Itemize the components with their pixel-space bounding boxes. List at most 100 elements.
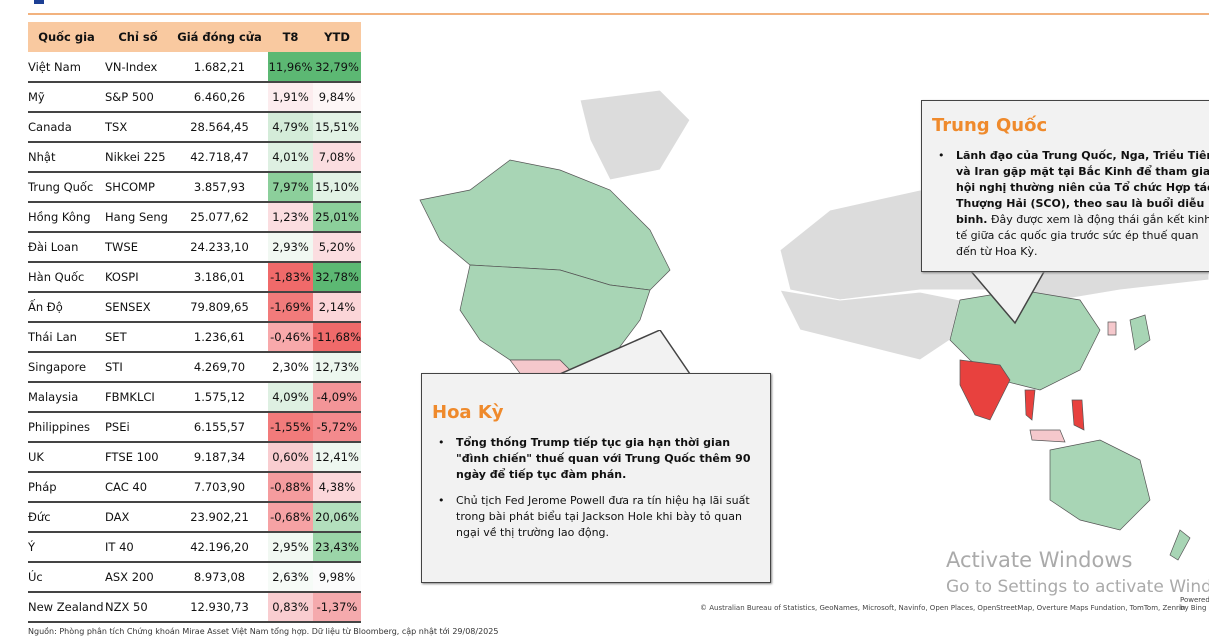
- table-row: Singapore STI 4.269,70 2,30% 12,73%: [28, 352, 361, 383]
- col-index: Chỉ số: [105, 22, 171, 52]
- t8-cell: 4,01%: [268, 142, 313, 173]
- table-row: Malaysia FBMKLCI 1.575,12 4,09% -4,09%: [28, 382, 361, 413]
- table-row: Mỹ S&P 500 6.460,26 1,91% 9,84%: [28, 82, 361, 113]
- map-greenland: [579, 89, 691, 181]
- china-callout-title: Trung Quốc: [932, 115, 1048, 136]
- close-cell: 6.155,57: [171, 412, 268, 443]
- close-cell: 6.460,26: [171, 82, 268, 113]
- ytd-cell: 5,20%: [313, 232, 361, 263]
- map-credit: © Australian Bureau of Statistics, GeoNa…: [700, 604, 1186, 612]
- ytd-cell: 2,14%: [313, 292, 361, 323]
- table-row: Việt Nam VN-Index 1.682,21 11,96% 32,79%: [28, 52, 361, 83]
- country-cell: Philippines: [28, 412, 105, 443]
- t8-cell: 1,23%: [268, 202, 313, 233]
- t8-cell: 4,79%: [268, 112, 313, 143]
- close-cell: 1.575,12: [171, 382, 268, 413]
- table-row: Hồng Kông Hang Seng 25.077,62 1,23% 25,01%: [28, 202, 361, 233]
- powered-by: Powered by Bing: [1180, 596, 1209, 612]
- t8-cell: -1,69%: [268, 292, 313, 323]
- ytd-cell: 9,98%: [313, 562, 361, 593]
- close-cell: 12.930,73: [171, 592, 268, 623]
- table-row: Philippines PSEi 6.155,57 -1,55% -5,72%: [28, 412, 361, 443]
- table-row: UK FTSE 100 9.187,34 0,60% 12,41%: [28, 442, 361, 473]
- country-cell: Malaysia: [28, 382, 105, 413]
- country-cell: Ấn Độ: [28, 292, 105, 323]
- ytd-cell: -11,68%: [313, 322, 361, 353]
- table-row: Ấn Độ SENSEX 79.809,65 -1,69% 2,14%: [28, 292, 361, 323]
- us-bullet-1: Tổng thống Trump tiếp tục gia hạn thời g…: [432, 435, 760, 483]
- t8-cell: 2,93%: [268, 232, 313, 263]
- header-divider: [28, 13, 1209, 15]
- country-cell: Canada: [28, 112, 105, 143]
- ytd-cell: 12,73%: [313, 352, 361, 383]
- t8-cell: 7,97%: [268, 172, 313, 203]
- map-malaysia: [1029, 429, 1066, 443]
- t8-cell: 2,63%: [268, 562, 313, 593]
- t8-cell: 0,83%: [268, 592, 313, 623]
- ytd-cell: 12,41%: [313, 442, 361, 473]
- t8-cell: -0,46%: [268, 322, 313, 353]
- t8-cell: 1,91%: [268, 82, 313, 113]
- map-thailand: [1024, 389, 1036, 421]
- close-cell: 23.902,21: [171, 502, 268, 533]
- index-cell: FTSE 100: [105, 442, 171, 473]
- us-bullet-2: Chủ tịch Fed Jerome Powell đưa ra tín hi…: [432, 493, 760, 541]
- country-cell: Pháp: [28, 472, 105, 503]
- t8-cell: 2,30%: [268, 352, 313, 383]
- table-row: Thái Lan SET 1.236,61 -0,46% -11,68%: [28, 322, 361, 353]
- country-cell: Thái Lan: [28, 322, 105, 353]
- index-cell: KOSPI: [105, 262, 171, 293]
- ytd-cell: 9,84%: [313, 82, 361, 113]
- ytd-cell: 4,38%: [313, 472, 361, 503]
- t8-cell: -0,68%: [268, 502, 313, 533]
- close-cell: 3.857,93: [171, 172, 268, 203]
- country-cell: Hồng Kông: [28, 202, 105, 233]
- map-japan: [1129, 314, 1151, 351]
- map-philippines: [1071, 399, 1085, 431]
- close-cell: 42.196,20: [171, 532, 268, 563]
- country-cell: Úc: [28, 562, 105, 593]
- close-cell: 1.236,61: [171, 322, 268, 353]
- ytd-cell: 32,79%: [313, 52, 361, 83]
- country-cell: New Zealand: [28, 592, 105, 623]
- ytd-cell: 32,78%: [313, 262, 361, 293]
- close-cell: 42.718,47: [171, 142, 268, 173]
- us-callout-title: Hoa Kỳ: [432, 402, 504, 423]
- table-row: Úc ASX 200 8.973,08 2,63% 9,98%: [28, 562, 361, 593]
- index-cell: VN-Index: [105, 52, 171, 83]
- map-australia: [1049, 439, 1151, 531]
- t8-cell: 11,96%: [268, 52, 313, 83]
- country-cell: Đức: [28, 502, 105, 533]
- index-cell: CAC 40: [105, 472, 171, 503]
- country-cell: Đài Loan: [28, 232, 105, 263]
- index-cell: SHCOMP: [105, 172, 171, 203]
- t8-cell: -0,88%: [268, 472, 313, 503]
- activate-windows-title: Activate Windows: [946, 548, 1133, 572]
- close-cell: 9.187,34: [171, 442, 268, 473]
- col-close: Giá đóng cửa: [171, 22, 268, 52]
- index-cell: S&P 500: [105, 82, 171, 113]
- china-callout: Trung Quốc Lãnh đạo của Trung Quốc, Nga,…: [921, 100, 1209, 272]
- close-cell: 4.269,70: [171, 352, 268, 383]
- table-row: Hàn Quốc KOSPI 3.186,01 -1,83% 32,78%: [28, 262, 361, 293]
- map-india: [959, 359, 1011, 421]
- country-cell: Trung Quốc: [28, 172, 105, 203]
- close-cell: 7.703,90: [171, 472, 268, 503]
- ytd-cell: 23,43%: [313, 532, 361, 563]
- close-cell: 3.186,01: [171, 262, 268, 293]
- market-index-table: Quốc gia Chỉ số Giá đóng cửa T8 YTD Việt…: [28, 22, 361, 623]
- table-row: Nhật Nikkei 225 42.718,47 4,01% 7,08%: [28, 142, 361, 173]
- ytd-cell: -1,37%: [313, 592, 361, 623]
- ytd-cell: 25,01%: [313, 202, 361, 233]
- index-cell: IT 40: [105, 532, 171, 563]
- close-cell: 8.973,08: [171, 562, 268, 593]
- map-south-korea: [1107, 321, 1117, 336]
- t8-cell: -1,55%: [268, 412, 313, 443]
- t8-cell: -1,83%: [268, 262, 313, 293]
- col-t8: T8: [268, 22, 313, 52]
- china-bullet-1: Lãnh đạo của Trung Quốc, Nga, Triều Tiên…: [932, 148, 1209, 260]
- index-cell: PSEi: [105, 412, 171, 443]
- t8-cell: 4,09%: [268, 382, 313, 413]
- index-cell: STI: [105, 352, 171, 383]
- logo-icon: [34, 0, 44, 4]
